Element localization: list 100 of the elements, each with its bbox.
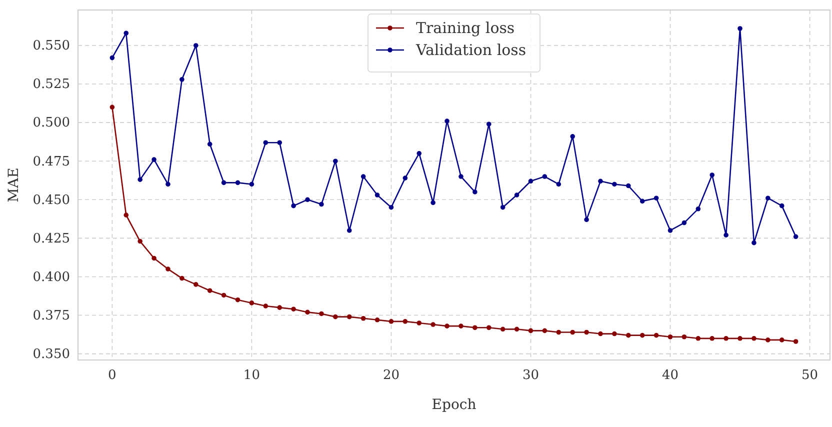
point xyxy=(277,305,282,310)
point xyxy=(682,334,687,340)
point xyxy=(235,297,240,302)
point xyxy=(556,182,562,187)
x-tick-label: 30 xyxy=(522,368,540,384)
point xyxy=(444,118,450,124)
point xyxy=(542,328,548,334)
point xyxy=(779,338,784,342)
y-tick-label: 0.425 xyxy=(32,231,70,246)
point xyxy=(584,217,589,222)
point xyxy=(138,238,142,244)
point xyxy=(779,203,784,208)
point xyxy=(180,276,184,281)
point xyxy=(180,76,184,82)
point xyxy=(696,206,701,212)
point xyxy=(402,319,408,324)
y-tick-label: 0.350 xyxy=(32,346,70,362)
point xyxy=(752,336,756,341)
point xyxy=(444,324,450,328)
point xyxy=(598,178,603,184)
point xyxy=(724,232,728,238)
point xyxy=(402,176,408,180)
point xyxy=(710,336,714,341)
point xyxy=(472,325,478,330)
point xyxy=(388,204,394,210)
y-tick-label: 0.375 xyxy=(32,308,70,324)
point xyxy=(263,140,268,145)
point xyxy=(528,178,534,184)
point xyxy=(319,311,324,316)
point xyxy=(388,319,394,324)
point xyxy=(374,192,380,198)
point xyxy=(458,324,464,328)
point xyxy=(654,196,659,200)
point xyxy=(124,212,129,218)
point xyxy=(166,266,170,272)
y-tick-label: 0.400 xyxy=(32,270,70,285)
x-axis-title: Epoch xyxy=(432,397,476,413)
point xyxy=(738,336,742,341)
point xyxy=(319,202,324,207)
point xyxy=(110,55,115,60)
point xyxy=(472,190,478,194)
point xyxy=(263,304,268,308)
point xyxy=(598,331,603,336)
point xyxy=(514,326,520,332)
x-tick-label: 40 xyxy=(662,368,679,384)
point xyxy=(430,200,436,206)
point xyxy=(486,325,492,330)
point xyxy=(360,174,366,179)
point xyxy=(640,198,645,204)
y-axis-title: MAE xyxy=(6,168,22,202)
x-tick-label: 0 xyxy=(108,368,116,384)
point xyxy=(346,228,352,233)
point xyxy=(556,330,562,335)
point xyxy=(138,177,142,182)
point xyxy=(668,228,673,233)
point xyxy=(235,180,240,186)
point xyxy=(194,43,198,48)
point xyxy=(221,180,226,186)
point xyxy=(194,282,198,287)
point xyxy=(486,122,492,126)
point xyxy=(458,174,464,179)
point xyxy=(793,339,798,344)
point xyxy=(612,331,617,336)
point xyxy=(152,157,156,162)
point xyxy=(793,234,798,240)
point xyxy=(305,310,310,315)
point xyxy=(110,104,115,110)
point xyxy=(710,172,714,178)
point xyxy=(374,318,380,322)
legend-label: Training loss xyxy=(416,19,515,37)
point xyxy=(668,334,673,340)
point xyxy=(249,182,254,187)
point xyxy=(696,336,701,341)
point xyxy=(738,26,742,31)
point xyxy=(346,314,352,320)
point xyxy=(152,256,156,261)
point xyxy=(640,332,645,338)
point xyxy=(766,338,770,342)
x-tick-label: 20 xyxy=(382,368,400,384)
point xyxy=(291,306,296,312)
y-tick-label: 0.450 xyxy=(32,192,70,208)
point xyxy=(416,151,422,156)
point xyxy=(612,182,617,187)
point xyxy=(654,332,659,338)
point xyxy=(682,220,687,226)
point xyxy=(430,322,436,327)
point xyxy=(626,183,631,188)
point xyxy=(207,142,212,147)
point xyxy=(528,328,534,334)
point xyxy=(249,300,254,306)
x-tick-label: 50 xyxy=(801,368,818,384)
point xyxy=(207,288,212,294)
point xyxy=(416,320,422,326)
point xyxy=(333,158,338,164)
point xyxy=(500,204,506,210)
point xyxy=(166,182,170,187)
point xyxy=(291,203,296,208)
point xyxy=(584,330,589,335)
point xyxy=(724,336,728,341)
point xyxy=(221,292,226,298)
